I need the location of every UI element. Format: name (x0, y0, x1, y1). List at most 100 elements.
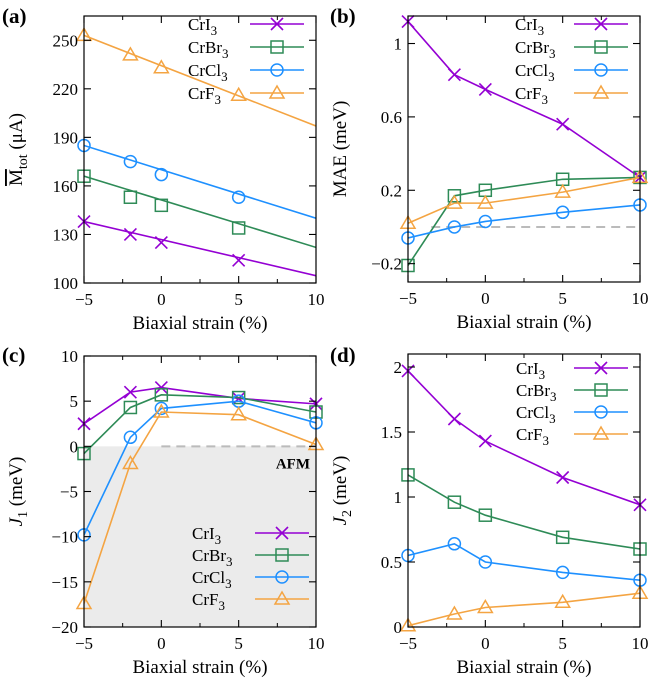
series-line (84, 400, 316, 536)
series-line (84, 144, 316, 220)
y-tick-label: 0.5 (381, 553, 402, 572)
data-point (477, 599, 494, 614)
y-tick-label: 0 (394, 618, 403, 637)
y-tick-label: 0 (70, 437, 79, 456)
y-tick-label: 0.2 (381, 181, 402, 200)
data-point (478, 434, 492, 448)
x-tick-label: 10 (308, 290, 325, 309)
data-points (401, 468, 647, 556)
x-tick-label: 0 (481, 634, 490, 653)
data-point (478, 508, 493, 522)
legend-marker (275, 570, 289, 584)
x-tick-label: −5 (399, 289, 417, 308)
legend-marker (275, 526, 289, 540)
data-point (478, 82, 492, 96)
data-point (447, 220, 462, 234)
x-tick-label: 0 (481, 289, 490, 308)
series-CrBr3 (84, 394, 316, 455)
x-tick-label: −5 (399, 634, 417, 653)
legend-marker (270, 17, 284, 31)
data-point (231, 190, 246, 204)
legend-marker (594, 40, 608, 54)
series-CrF3 (408, 176, 640, 225)
data-points (77, 388, 323, 461)
legend-entry-label: CrI3 (188, 15, 217, 38)
series-CrBr3 (84, 175, 316, 249)
chart-panel: −5 0 5 10 100 130 160 190 220 250 Biaxial strain (… (2, 4, 325, 334)
data-point (477, 194, 494, 209)
y-tick-label: 160 (53, 177, 79, 196)
legend-marker (594, 405, 608, 419)
series-CrBr3 (408, 176, 640, 266)
series-line (84, 220, 316, 277)
legend-marker (594, 383, 608, 397)
y-tick-label: 1 (394, 488, 403, 507)
panel-label: (c) (2, 343, 25, 367)
series-line (84, 394, 316, 455)
y-tick-label: 100 (53, 274, 79, 293)
legend-entry-label: CrF3 (188, 84, 221, 107)
legend-entry-label: CrBr3 (516, 381, 557, 404)
series-CrF3 (84, 34, 316, 127)
x-tick-label: −5 (75, 290, 93, 309)
data-point (447, 495, 462, 509)
afm-annotation: AFM (276, 456, 310, 472)
data-point (232, 253, 246, 267)
series-CrF3 (84, 411, 316, 604)
data-point (555, 205, 570, 220)
data-point (555, 530, 570, 545)
data-point (556, 117, 570, 131)
legend-marker (270, 40, 284, 54)
series-line (408, 176, 640, 225)
legend-entry-label: CrF3 (516, 425, 549, 448)
legend-entry-label: CrCl3 (516, 403, 556, 426)
x-tick-label: 10 (308, 634, 325, 653)
y-tick-label: 2 (394, 358, 403, 377)
data-point (554, 593, 571, 609)
y-tick-label: −5 (60, 483, 78, 502)
x-tick-label: 0 (157, 634, 166, 653)
legend-marker (594, 63, 608, 77)
series-CrBr3 (408, 474, 640, 550)
data-points (401, 198, 647, 245)
data-point (231, 390, 246, 405)
data-point (447, 68, 461, 82)
x-tick-label: 10 (632, 634, 649, 653)
y-tick-label: 5 (70, 392, 79, 411)
x-tick-label: 5 (234, 290, 243, 309)
series-CrCl3 (84, 400, 316, 536)
series-CrCl3 (408, 204, 640, 239)
legend-entry-label: CrF3 (515, 84, 548, 107)
legend-marker (592, 425, 610, 440)
legend-marker (594, 361, 608, 375)
chart-panel: −5 0 5 10 −0.2 0.2 0.6 1 Biaxial strain (%) MAE (… (330, 4, 649, 333)
x-axis-label: Biaxial strain (%) (132, 657, 267, 678)
y-tick-label: 190 (53, 128, 79, 147)
data-point (556, 470, 570, 485)
x-tick-label: 10 (632, 289, 649, 308)
legend-entry-label: CrBr3 (192, 546, 233, 569)
series-line (408, 592, 640, 627)
y-tick-label: 1 (394, 35, 403, 54)
x-tick-label: 5 (234, 634, 243, 653)
data-point (154, 401, 169, 416)
panel-label: (d) (330, 343, 356, 367)
data-point (123, 227, 137, 242)
y-axis-label: Mtot (μA) (6, 113, 31, 186)
data-point (230, 86, 247, 102)
series-CrI3 (84, 220, 316, 277)
x-axis-label: Biaxial strain (%) (456, 312, 591, 333)
data-point (123, 385, 137, 399)
y-tick-label: −0.2 (371, 255, 402, 274)
y-tick-label: 250 (53, 31, 79, 50)
y-tick-label: 1.5 (381, 423, 402, 442)
legend-entry-label: CrBr3 (515, 38, 556, 61)
y-tick-label: 220 (53, 80, 79, 99)
panel-label: (b) (330, 4, 356, 28)
legend-entry-label: CrI3 (515, 15, 544, 38)
legend-entry-label: CrBr3 (188, 38, 229, 61)
